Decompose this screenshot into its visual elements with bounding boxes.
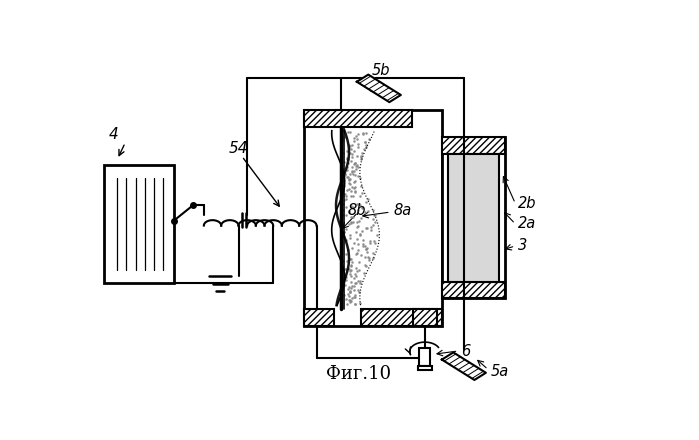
Text: 8b: 8b — [347, 203, 366, 218]
Bar — [418, 366, 432, 370]
Polygon shape — [356, 75, 401, 102]
Bar — [413, 308, 437, 326]
Bar — [419, 348, 431, 366]
Bar — [442, 137, 505, 154]
Bar — [361, 308, 442, 326]
Polygon shape — [442, 352, 486, 380]
Text: 5b: 5b — [372, 63, 390, 78]
Text: 2a: 2a — [518, 216, 536, 231]
Bar — [447, 154, 499, 282]
Bar — [304, 308, 334, 326]
Text: 4: 4 — [109, 127, 119, 142]
Bar — [442, 137, 505, 298]
Text: 54: 54 — [228, 141, 247, 156]
Text: 5a: 5a — [491, 364, 509, 379]
Bar — [304, 110, 442, 326]
Text: 8a: 8a — [394, 203, 412, 218]
Text: 6: 6 — [461, 344, 470, 359]
Bar — [442, 282, 505, 298]
Text: 2b: 2b — [518, 196, 537, 211]
Text: Фиг.10: Фиг.10 — [326, 365, 391, 383]
Bar — [103, 165, 174, 283]
Bar — [304, 110, 412, 127]
Text: 3: 3 — [518, 238, 527, 253]
